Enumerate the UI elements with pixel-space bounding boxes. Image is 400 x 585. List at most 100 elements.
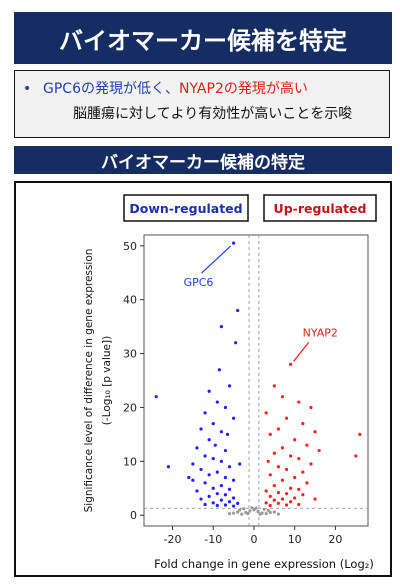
section-banner: バイオマーカー候補の特定	[14, 146, 392, 174]
not-significant-point	[227, 512, 232, 516]
y-tick-label: 10	[123, 455, 137, 468]
down-regulated-point	[166, 465, 171, 469]
down-regulated-point	[213, 443, 217, 447]
up-regulated-point	[301, 422, 305, 426]
up-regulated-point	[276, 490, 280, 495]
down-regulated-point	[207, 494, 211, 498]
up-regulated-point	[276, 427, 280, 431]
up-regulated-point	[358, 432, 362, 436]
up-regulated-point	[284, 467, 289, 472]
down-regulated-point	[207, 438, 211, 442]
up-regulated-point	[297, 400, 301, 404]
x-tick-label: 0	[250, 533, 257, 546]
down-regulated-point	[207, 389, 211, 393]
not-significant-point	[276, 512, 280, 516]
down-regulated-point	[236, 501, 240, 505]
up-regulated-point	[280, 497, 285, 501]
down-regulated-point	[199, 427, 203, 431]
summary-line-1: • GPC6の発現が低く、NYAP2の発現が高い	[23, 78, 308, 98]
down-regulated-point	[191, 478, 195, 482]
up-regulated-point	[284, 492, 289, 496]
up-regulated-point	[309, 462, 313, 466]
down-regulated-point	[236, 308, 240, 313]
bullet: •	[23, 81, 32, 97]
down-regulated-point	[227, 500, 232, 504]
down-regulated-point	[215, 503, 219, 508]
gpc6-arrow	[201, 245, 232, 274]
up-regulated-point	[280, 446, 285, 450]
down-regulated-point	[223, 475, 228, 480]
legend-down-box	[123, 194, 249, 222]
not-significant-point	[238, 508, 242, 512]
up-regulated-point	[284, 416, 289, 420]
up-regulated-point	[289, 362, 293, 366]
not-significant-point	[264, 512, 268, 516]
plot-area-frame	[143, 234, 369, 527]
not-significant-point	[256, 509, 260, 514]
up-regulated-point	[280, 478, 285, 482]
not-significant-point	[266, 508, 270, 512]
up-regulated-point	[272, 451, 276, 455]
down-regulated-point	[203, 502, 207, 507]
down-regulated-point	[232, 416, 236, 420]
down-regulated-point	[223, 493, 228, 497]
down-regulated-point	[195, 489, 199, 493]
down-regulated-point	[223, 448, 228, 453]
not-significant-point	[248, 509, 252, 513]
not-significant-point	[258, 512, 262, 516]
title-banner: バイオマーカー候補を特定	[14, 12, 392, 64]
up-regulated-point	[264, 489, 268, 493]
nyap2-label: NYAP2	[303, 326, 338, 339]
down-regulated-point	[219, 459, 223, 463]
up-regulated-point	[297, 457, 301, 461]
down-regulated-point	[223, 503, 228, 507]
down-regulated-point	[219, 325, 223, 329]
up-regulated-point	[289, 500, 293, 504]
summary-box: • GPC6の発現が低く、NYAP2の発現が高い 脳腫瘍に対してより有効性が高いこ…	[14, 70, 390, 138]
section-title: バイオマーカー候補の特定	[101, 152, 305, 173]
not-significant-point	[242, 507, 246, 511]
down-regulated-point	[211, 457, 215, 461]
page-title: バイオマーカー候補を特定	[59, 26, 347, 55]
down-regulated-point	[232, 478, 236, 482]
legend-down-label: Down-regulated	[129, 201, 242, 216]
y-tick-label: 30	[123, 348, 137, 361]
down-regulated-point	[232, 504, 236, 508]
nyap2-arrow	[293, 341, 310, 362]
summary-blue-text: GPC6の発現が低く、	[43, 81, 179, 97]
up-regulated-point	[272, 384, 276, 388]
up-regulated-point	[276, 465, 280, 469]
x-tick-label: 10	[288, 533, 302, 546]
down-regulated-point	[199, 467, 203, 472]
x-tick-label: -20	[164, 533, 182, 546]
x-tick-label: 20	[328, 533, 342, 546]
down-regulated-point	[154, 395, 158, 399]
down-regulated-point	[203, 481, 207, 485]
up-regulated-point	[272, 498, 276, 502]
up-regulated-point	[280, 395, 285, 399]
up-regulated-point	[301, 493, 305, 497]
legend-up-box	[263, 194, 377, 222]
down-regulated-point	[238, 462, 242, 466]
x-tick-label: -10	[204, 533, 222, 546]
x-axis-label: Fold change in gene expression (Log₂)	[154, 557, 374, 571]
down-regulated-point	[219, 483, 223, 488]
not-significant-point	[246, 512, 250, 516]
down-regulated-point	[211, 486, 215, 490]
up-regulated-point	[313, 430, 317, 434]
up-regulated-point	[289, 454, 293, 458]
volcano-plot-panel: -20 -10 0 10 20 0 10 20 30 40 50 Fold change in gen…	[14, 181, 392, 577]
not-significant-point	[272, 510, 276, 514]
down-regulated-point	[199, 497, 203, 501]
up-regulated-point	[309, 405, 313, 410]
down-regulated-point	[211, 422, 215, 426]
not-significant-point	[236, 510, 240, 514]
up-regulated-point	[293, 475, 297, 480]
y-tick-label: 20	[123, 401, 137, 414]
down-regulated-point	[187, 475, 191, 480]
down-regulated-point	[227, 384, 232, 388]
legend-up-label: Up-regulated	[274, 201, 367, 216]
up-regulated-point	[293, 438, 297, 442]
down-regulated-point	[215, 470, 219, 474]
down-regulated-point	[211, 501, 215, 505]
